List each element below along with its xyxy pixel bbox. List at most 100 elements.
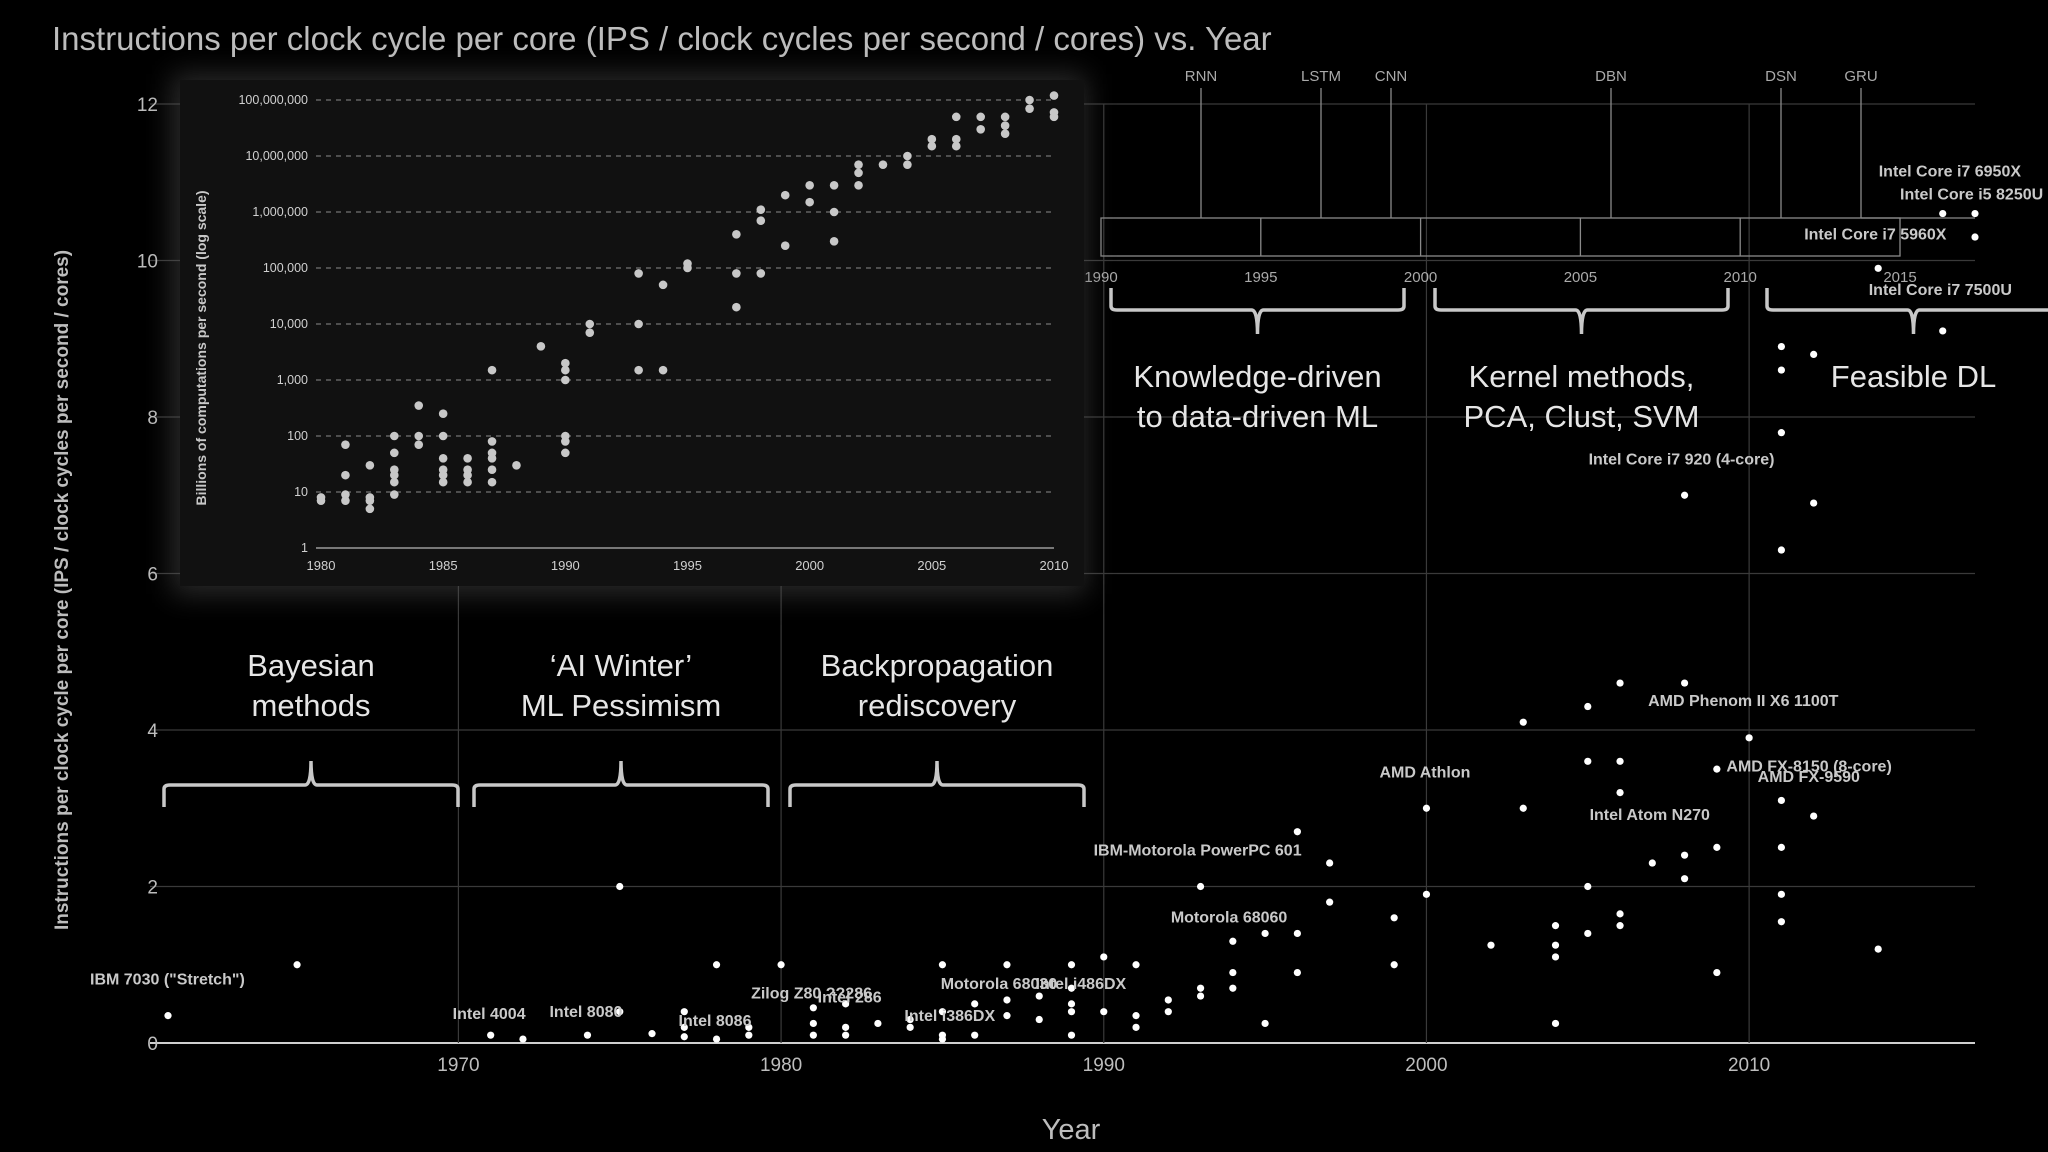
inset-y-axis-label: Billions of computations per second (log… bbox=[193, 190, 209, 505]
ml-methods-timeline: 1990 1995 2000 2005 2010 2015 RNN LSTM CNN DBN DSN… bbox=[1084, 68, 1975, 286]
data-point bbox=[1680, 875, 1689, 883]
data-point bbox=[1777, 429, 1785, 437]
inset-data-point bbox=[365, 460, 375, 470]
y-tick-label: 10 bbox=[137, 252, 158, 273]
data-point bbox=[1326, 859, 1334, 867]
processor-label: Intel 286 bbox=[818, 989, 882, 1006]
data-point bbox=[1939, 327, 1947, 335]
data-point bbox=[1939, 209, 1947, 218]
data-point bbox=[1680, 679, 1689, 687]
inset-data-point bbox=[536, 341, 546, 351]
y-tick-label: 0 bbox=[147, 1034, 158, 1055]
processor-label: Zilog Z80 ??286 bbox=[751, 985, 872, 1002]
processor-label: Intel Atom N270 bbox=[1590, 807, 1710, 824]
x-tick-label: 1970 bbox=[437, 1055, 479, 1076]
era-label-line2: to data-driven ML bbox=[1137, 399, 1378, 434]
inset-data-point bbox=[438, 453, 448, 463]
inset-data-point bbox=[414, 431, 424, 441]
data-point bbox=[1067, 984, 1076, 992]
inset-data-point bbox=[756, 269, 766, 278]
inset-data-point bbox=[561, 358, 570, 368]
data-point bbox=[1584, 929, 1592, 938]
y-tick-label: 6 bbox=[147, 565, 158, 586]
main-data-points bbox=[164, 209, 1979, 1043]
inset-data-point bbox=[1025, 104, 1034, 113]
data-point bbox=[1067, 1031, 1076, 1039]
inset-data-point bbox=[1025, 95, 1034, 105]
data-point bbox=[1584, 702, 1592, 711]
inset-y-tick-label: 1,000 bbox=[277, 373, 308, 387]
inset-data-point bbox=[976, 124, 985, 134]
x-tick-label: 2010 bbox=[1728, 1055, 1770, 1076]
data-point bbox=[616, 882, 624, 891]
processor-label: IBM-Motorola PowerPC 601 bbox=[1094, 843, 1302, 860]
data-point bbox=[1680, 491, 1689, 499]
data-point bbox=[1293, 929, 1301, 938]
era-label-line2: rediscovery bbox=[858, 688, 1017, 723]
processor-label: IBM 7030 ("Stretch") bbox=[90, 972, 245, 989]
data-point bbox=[938, 1031, 947, 1039]
x-tick-label: 2000 bbox=[1405, 1055, 1447, 1076]
data-point bbox=[1777, 918, 1785, 926]
inset-y-tick-label: 1,000,000 bbox=[252, 205, 308, 219]
inset-data-point bbox=[438, 431, 448, 441]
inset-data-point bbox=[780, 241, 790, 251]
data-point bbox=[1261, 1019, 1269, 1028]
era-label-line1: Feasible DL bbox=[1831, 359, 1996, 394]
data-point bbox=[938, 1008, 947, 1016]
inset-y-tick-label: 100,000 bbox=[263, 261, 308, 275]
inset-data-point bbox=[341, 490, 350, 499]
inset-data-point bbox=[438, 477, 448, 487]
inset-data-point bbox=[414, 440, 424, 449]
inset-data-point bbox=[854, 180, 863, 190]
processor-label: Intel Core i7 7500U bbox=[1869, 282, 2012, 299]
data-point bbox=[1777, 342, 1785, 351]
data-point bbox=[971, 1000, 979, 1008]
data-point bbox=[1777, 546, 1785, 554]
data-point bbox=[1390, 914, 1398, 922]
data-point bbox=[1293, 828, 1301, 836]
inset-data-point bbox=[341, 496, 350, 505]
inset-data-point bbox=[561, 375, 570, 385]
data-point bbox=[1551, 953, 1560, 961]
data-point bbox=[1164, 1008, 1172, 1016]
y-tick-label: 8 bbox=[147, 408, 158, 429]
data-point bbox=[1810, 350, 1818, 358]
inset-data-point bbox=[463, 453, 472, 463]
era-label-line2: ML Pessimism bbox=[521, 688, 721, 723]
inset-data-point bbox=[756, 216, 766, 225]
inset-data-point bbox=[390, 431, 399, 441]
data-point bbox=[680, 1023, 688, 1031]
inset-data-point bbox=[463, 477, 472, 487]
data-point bbox=[1680, 851, 1689, 859]
data-point bbox=[1487, 941, 1495, 949]
data-point bbox=[1132, 961, 1140, 969]
data-point bbox=[1293, 968, 1301, 977]
x-tick-label: 1980 bbox=[760, 1055, 802, 1076]
inset-data-point bbox=[732, 229, 741, 239]
processor-label: Intel 8080 bbox=[549, 1004, 622, 1021]
inset-data-point bbox=[658, 365, 668, 375]
inset-data-point bbox=[1049, 108, 1059, 117]
y-axis-label: Instructions per clock cycle per core (I… bbox=[52, 250, 73, 930]
inset-y-tick-label: 100 bbox=[287, 429, 308, 443]
processor-label: Intel Core i5 8250U bbox=[1900, 187, 2043, 204]
inset-x-tick-label: 1995 bbox=[673, 558, 702, 573]
inset-data-point bbox=[634, 269, 643, 278]
data-point bbox=[906, 1023, 914, 1031]
data-point bbox=[1713, 968, 1721, 977]
data-point bbox=[906, 1015, 914, 1024]
data-point bbox=[1777, 366, 1785, 374]
data-point bbox=[1777, 796, 1785, 805]
data-point bbox=[616, 1008, 624, 1016]
inset-data-point bbox=[976, 112, 985, 122]
inset-data-point bbox=[854, 168, 863, 178]
era-label-line1: Kernel methods, bbox=[1469, 359, 1695, 394]
inset-y-tick-label: 100,000,000 bbox=[238, 93, 308, 107]
data-point bbox=[1196, 992, 1205, 1000]
inset-data-point bbox=[438, 465, 448, 475]
inset-data-point bbox=[878, 160, 888, 169]
inset-data-point bbox=[390, 490, 399, 499]
inset-data-point bbox=[341, 470, 350, 480]
chart-title: Instructions per clock cycle per core (I… bbox=[52, 20, 1272, 57]
